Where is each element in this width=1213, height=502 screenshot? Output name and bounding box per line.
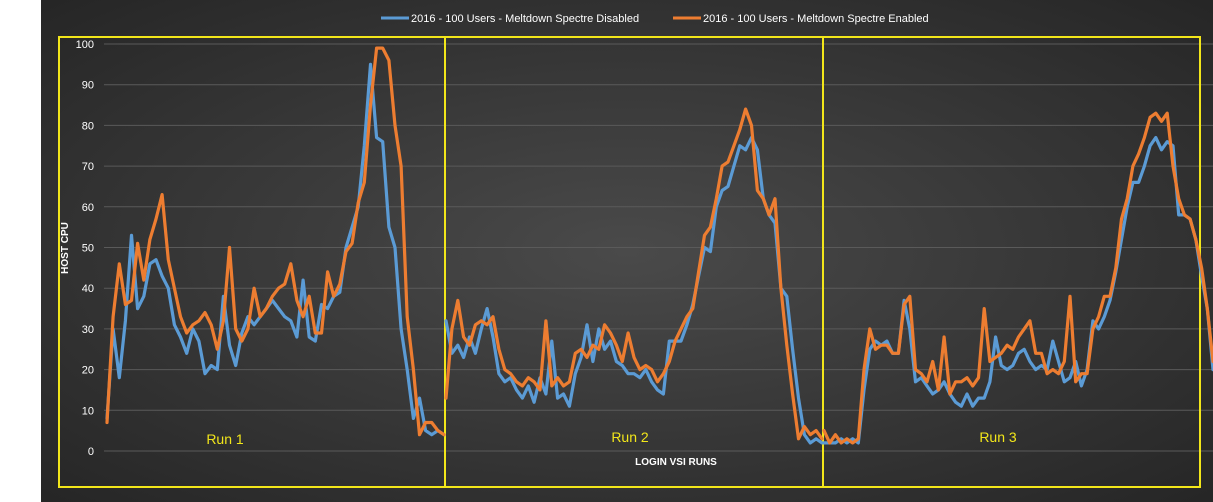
series-2-run-3-line bbox=[822, 111, 1213, 445]
series-2-run-1-line bbox=[105, 46, 446, 437]
y-axis-title: HOST CPU bbox=[60, 222, 71, 274]
y-tick-label-100: 100 bbox=[76, 39, 94, 51]
y-tick-label-70: 70 bbox=[82, 161, 94, 173]
y-tick-label-50: 50 bbox=[82, 243, 94, 255]
y-tick-label-10: 10 bbox=[82, 405, 94, 417]
y-tick-label-0: 0 bbox=[88, 446, 94, 458]
y-tick-label-30: 30 bbox=[82, 324, 94, 336]
series-2-run-2-line bbox=[444, 107, 824, 441]
y-tick-label-80: 80 bbox=[82, 120, 94, 132]
x-axis-title: LOGIN VSI RUNS bbox=[635, 457, 717, 468]
chart-background bbox=[41, 0, 1213, 502]
y-tick-label-90: 90 bbox=[82, 80, 94, 92]
run-label-2: Run 2 bbox=[611, 429, 649, 445]
y-tick-label-40: 40 bbox=[82, 283, 94, 295]
series-1-run-2-line bbox=[444, 136, 824, 445]
y-tick-label-60: 60 bbox=[82, 202, 94, 214]
series-1-run-1-line bbox=[105, 62, 446, 437]
run-label-3: Run 3 bbox=[979, 429, 1017, 445]
legend-label-1: 2016 - 100 Users - Meltdown Spectre Disa… bbox=[411, 13, 639, 25]
run-label-1: Run 1 bbox=[206, 431, 244, 447]
legend-label-2: 2016 - 100 Users - Meltdown Spectre Enab… bbox=[703, 13, 929, 25]
y-tick-label-20: 20 bbox=[82, 365, 94, 377]
